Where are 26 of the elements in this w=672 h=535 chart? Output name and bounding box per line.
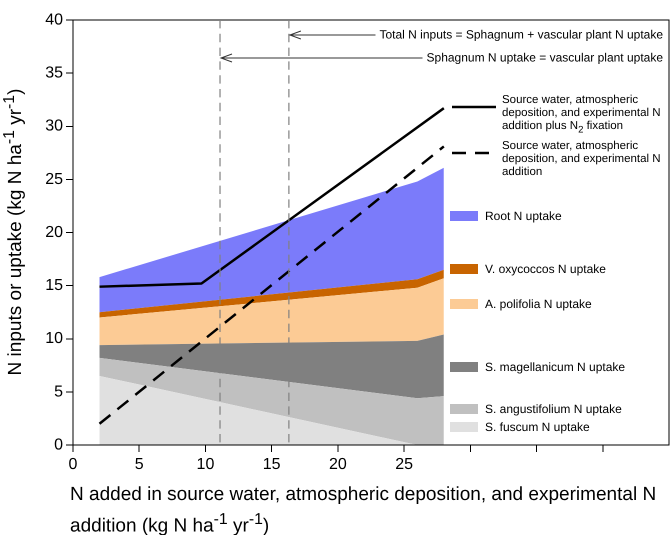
legend-label: A. polifolia N uptake xyxy=(485,297,592,311)
y-tick-label: 30 xyxy=(45,118,64,135)
legend-label: S. magellanicum N uptake xyxy=(485,360,626,374)
x-tick-label: 25 xyxy=(395,456,414,474)
y-tick-label: 15 xyxy=(45,277,64,294)
y-tick-label: 5 xyxy=(54,383,64,400)
y-tick-label: 20 xyxy=(45,224,64,241)
legend-label: V. oxycoccos N uptake xyxy=(485,262,606,276)
y-tick-label: 10 xyxy=(45,330,64,348)
y-tick-label: 0 xyxy=(54,436,64,454)
ref-line-label: Total N inputs = Sphagnum + vascular plant N uptake xyxy=(380,27,664,42)
legend-label: Source water, atmospheric deposition, and experimental N addition xyxy=(502,140,662,179)
legend-label: S. fuscum N uptake xyxy=(485,420,590,434)
y-tick-label: 35 xyxy=(45,64,64,82)
legend-label: Source water, atmospheric deposition, and experimental N addition plus N$_{2}$ fixation xyxy=(502,94,662,136)
y-tick-label: 40 xyxy=(45,11,64,28)
x-tick-label: 20 xyxy=(328,456,347,474)
x-axis-title: N added in source water, atmospheric deposition, and experimental N addition (kg N ha$^{-1}$ yr$^{-1}$) xyxy=(70,483,658,535)
legend-label: Root N uptake xyxy=(485,209,562,223)
ref-line-label: Sphagnum N uptake = vascular plant uptake xyxy=(426,50,664,64)
x-tick-label: 10 xyxy=(196,456,214,474)
y-tick-label: 25 xyxy=(45,170,64,188)
x-tick-label: 5 xyxy=(134,456,144,474)
legend-label: S. angustifolium N uptake xyxy=(485,402,622,416)
x-tick-label: 0 xyxy=(68,456,78,474)
x-tick-label: 15 xyxy=(262,456,281,474)
